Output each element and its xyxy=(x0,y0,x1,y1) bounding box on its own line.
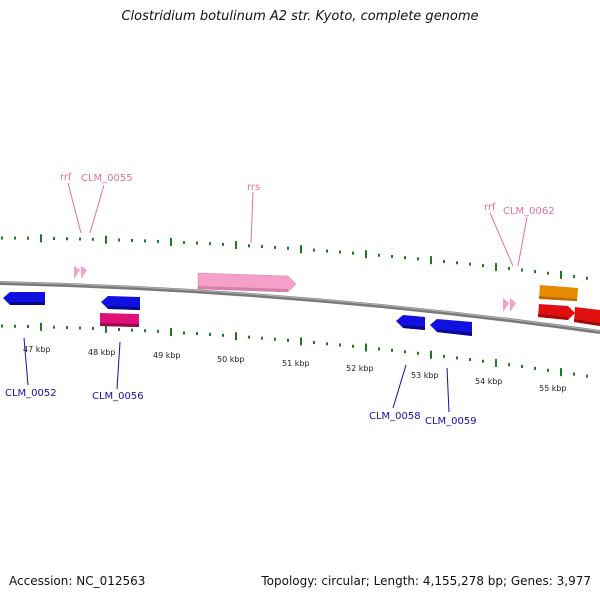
map-title: Clostridium botulinum A2 str. Kyoto, com… xyxy=(121,9,479,24)
kbp-label-48: 48 kbp xyxy=(88,348,116,357)
kbp-label-50: 50 kbp xyxy=(217,355,245,364)
rrf-feature-right[interactable] xyxy=(503,298,516,312)
red-cds-1[interactable] xyxy=(538,304,575,320)
clm-0052-gene[interactable] xyxy=(3,292,45,305)
label-clm-0056[interactable]: CLM_0056 xyxy=(92,391,144,402)
rrf-feature-left[interactable] xyxy=(74,266,87,279)
kbp-label-52: 52 kbp xyxy=(346,364,374,373)
outer-tick-ring xyxy=(1,234,588,280)
genome-backbone xyxy=(0,281,600,334)
inner-tick-ring xyxy=(1,322,588,378)
clm-0056-gene[interactable] xyxy=(101,296,140,310)
kbp-label-53: 53 kbp xyxy=(411,371,439,380)
label-clm-0052[interactable]: CLM_0052 xyxy=(5,388,57,399)
label-clm-0062[interactable]: CLM_0062 xyxy=(503,206,555,217)
orange-cds[interactable] xyxy=(539,285,578,301)
kbp-label-54: 54 kbp xyxy=(475,377,503,386)
label-clm-0059[interactable]: CLM_0059 xyxy=(425,416,477,427)
magenta-cds[interactable] xyxy=(100,313,139,327)
kbp-label-49: 49 kbp xyxy=(153,351,181,360)
accession-text: Accession: NC_012563 xyxy=(9,574,146,588)
clm-0058-gene[interactable] xyxy=(396,315,425,330)
kbp-label-55: 55 kbp xyxy=(539,384,567,393)
red-cds-2[interactable] xyxy=(574,307,600,326)
kbp-label-51: 51 kbp xyxy=(282,359,310,368)
kbp-label-47: 47 kbp xyxy=(23,345,51,354)
label-rrs[interactable]: rrs xyxy=(247,182,260,193)
label-rrf-left[interactable]: rrf xyxy=(60,172,72,183)
genome-summary-text: Topology: circular; Length: 4,155,278 bp… xyxy=(261,574,591,588)
label-clm-0058[interactable]: CLM_0058 xyxy=(369,411,421,422)
clm-0059-gene[interactable] xyxy=(430,319,472,336)
label-rrf-right[interactable]: rrf xyxy=(484,202,496,213)
label-clm-0055[interactable]: CLM_0055 xyxy=(81,173,133,184)
rrs-feature[interactable] xyxy=(197,272,297,293)
